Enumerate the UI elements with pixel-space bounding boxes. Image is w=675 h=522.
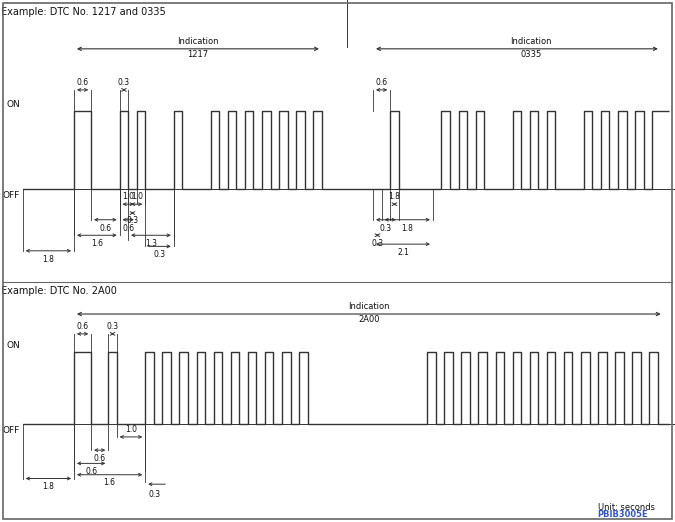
Text: 0.6: 0.6 (94, 454, 106, 462)
Text: 0.6: 0.6 (85, 467, 97, 476)
Text: Indication: Indication (178, 37, 219, 45)
Text: 1217: 1217 (188, 50, 209, 59)
Text: 1.6: 1.6 (104, 478, 115, 487)
Text: 1.6: 1.6 (91, 239, 103, 248)
Text: PBIB3005E: PBIB3005E (597, 511, 648, 519)
Text: 1.8: 1.8 (402, 224, 413, 233)
Text: 0.3: 0.3 (148, 490, 160, 499)
Text: 1.3: 1.3 (145, 239, 157, 248)
Text: 0.6: 0.6 (375, 78, 387, 87)
Text: 2.1: 2.1 (397, 248, 409, 257)
Text: 1.0: 1.0 (131, 192, 142, 201)
Text: 1.0: 1.0 (125, 425, 137, 434)
Text: 0.3: 0.3 (371, 239, 383, 248)
Text: Example: DTC No. 1217 and 0335: Example: DTC No. 1217 and 0335 (1, 7, 166, 17)
Text: 0.6: 0.6 (76, 322, 88, 331)
Text: Unit: seconds: Unit: seconds (598, 503, 655, 512)
Text: 0.3: 0.3 (118, 78, 130, 87)
Text: OFF: OFF (3, 191, 20, 200)
Text: 2A00: 2A00 (358, 315, 379, 324)
Text: ON: ON (6, 100, 20, 109)
Text: 0.6: 0.6 (76, 78, 88, 87)
Text: OFF: OFF (3, 425, 20, 435)
Text: 0335: 0335 (520, 50, 542, 59)
Text: Indication: Indication (348, 302, 389, 311)
Text: 0.3: 0.3 (107, 322, 119, 331)
Text: 0.3: 0.3 (380, 224, 392, 233)
Text: 1.8: 1.8 (43, 255, 55, 264)
Text: Indication: Indication (510, 37, 552, 45)
Text: 1.0: 1.0 (122, 192, 134, 201)
Text: 0.6: 0.6 (99, 224, 111, 233)
Text: 1.8: 1.8 (389, 192, 400, 201)
Text: 0.3: 0.3 (126, 216, 138, 225)
Text: ON: ON (6, 341, 20, 350)
Text: 0.3: 0.3 (153, 250, 165, 259)
Text: 0.6: 0.6 (122, 224, 134, 233)
Text: 1.8: 1.8 (43, 482, 55, 491)
Text: Example: DTC No. 2A00: Example: DTC No. 2A00 (1, 286, 117, 295)
